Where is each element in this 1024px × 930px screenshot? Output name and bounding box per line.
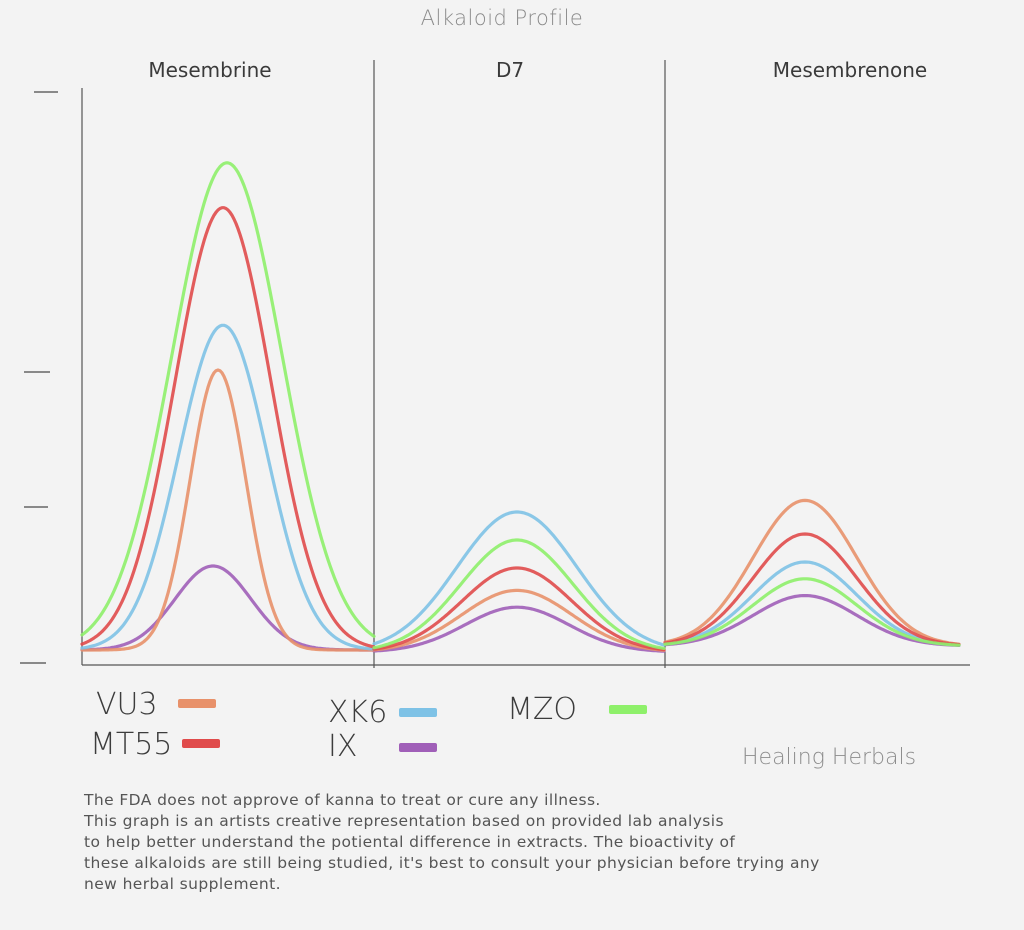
disclaimer-line: to help better understand the potiental … bbox=[84, 833, 736, 851]
series-line-xk6-mesembrenone bbox=[663, 560, 961, 647]
legend-swatch-mt55 bbox=[182, 739, 220, 748]
brand-name: Healing Herbals bbox=[742, 745, 917, 770]
legend-swatch-xk6 bbox=[399, 708, 437, 717]
disclaimer-line: new herbal supplement. bbox=[84, 875, 281, 893]
chart-title: Alkaloid Profile bbox=[420, 6, 584, 30]
series-line-xk6-d7 bbox=[372, 510, 666, 647]
series-line-mt55-d7 bbox=[372, 566, 666, 652]
series-line-mt55-mesembrenone bbox=[663, 532, 961, 647]
legend-label-mzo: MZO bbox=[507, 692, 578, 727]
series-line-mzo-mesembrenone bbox=[663, 577, 961, 647]
panel-title-mesembrenone: Mesembrenone bbox=[772, 58, 928, 82]
legend-label-mt55: MT55 bbox=[90, 727, 173, 762]
legend-label-ix: IX bbox=[328, 729, 358, 764]
series-line-ix-d7 bbox=[372, 605, 666, 653]
series-line-vu3-mesembrenone bbox=[663, 498, 961, 646]
legend-swatch-ix bbox=[399, 743, 437, 752]
disclaimer-line: The FDA does not approve of kanna to tre… bbox=[84, 791, 601, 809]
series-line-ix-mesembrine bbox=[80, 564, 376, 652]
legend-swatch-vu3 bbox=[178, 699, 216, 708]
series-line-xk6-mesembrine bbox=[80, 323, 376, 651]
legend-label-xk6: XK6 bbox=[328, 695, 388, 730]
series-line-mzo-mesembrine bbox=[80, 161, 376, 638]
disclaimer-line: these alkaloids are still being studied,… bbox=[84, 854, 820, 872]
series-line-mt55-mesembrine bbox=[80, 206, 376, 649]
series-line-mzo-d7 bbox=[372, 538, 666, 650]
series-line-vu3-d7 bbox=[372, 588, 666, 652]
series-line-vu3-mesembrine bbox=[80, 368, 376, 652]
panel-title-d7: D7 bbox=[495, 58, 525, 82]
legend-swatch-mzo bbox=[609, 705, 647, 714]
legend-label-vu3: VU3 bbox=[96, 687, 158, 722]
disclaimer-line: This graph is an artists creative repres… bbox=[84, 812, 724, 830]
disclaimer: The FDA does not approve of kanna to tre… bbox=[84, 790, 984, 895]
series-line-ix-mesembrenone bbox=[663, 594, 961, 647]
panel-title-mesembrine: Mesembrine bbox=[148, 58, 272, 82]
